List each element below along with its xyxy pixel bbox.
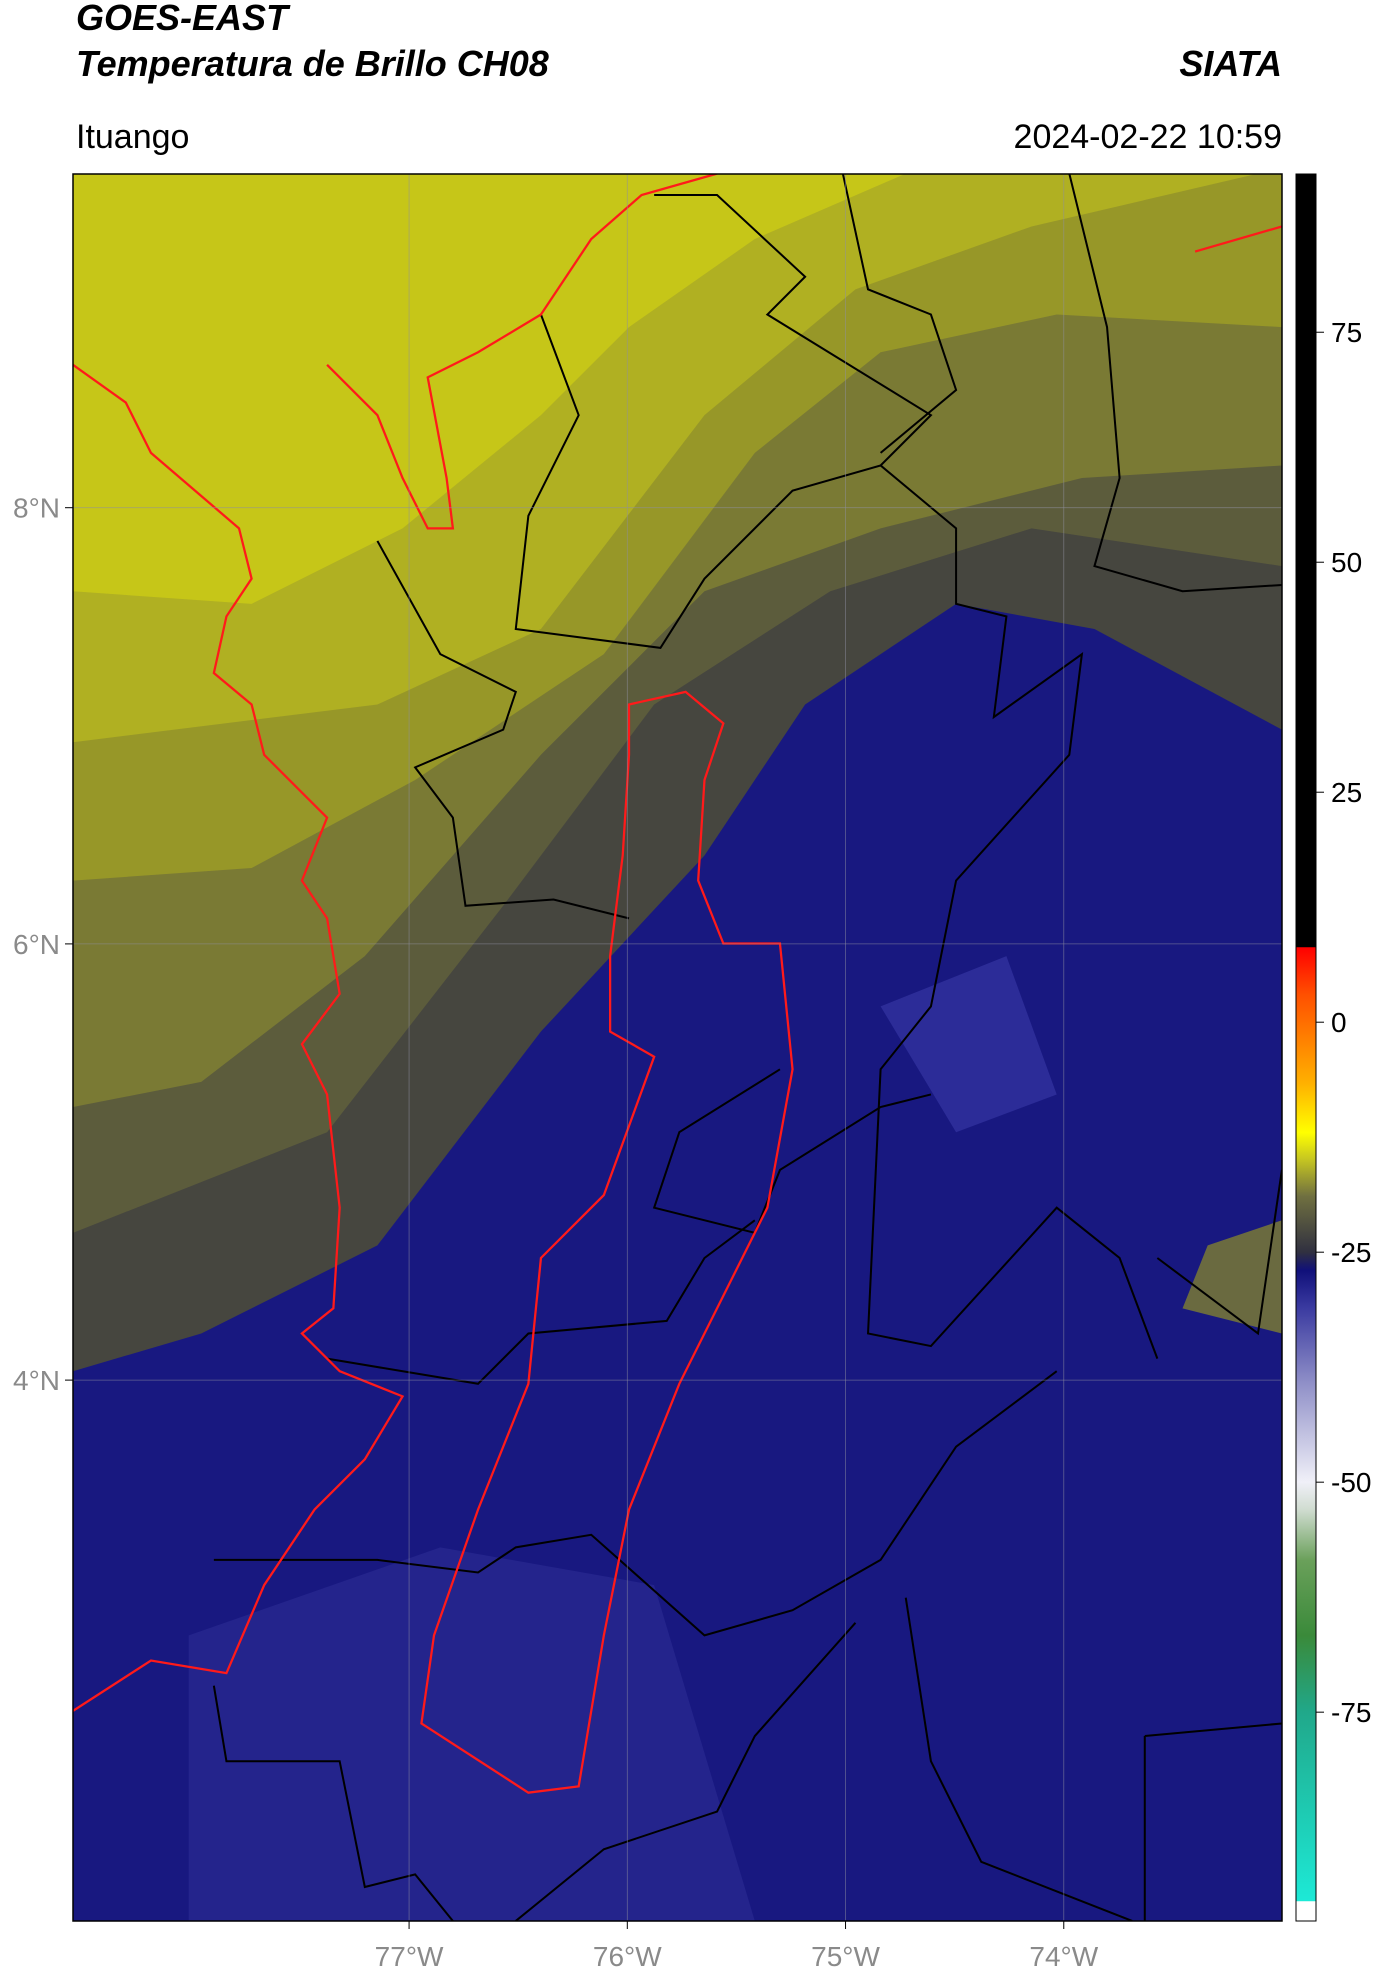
y-tick-label: 4°N — [13, 1365, 60, 1396]
x-tick-label: 76°W — [593, 1941, 662, 1972]
satellite-title: GOES-EAST — [76, 0, 291, 38]
grid — [73, 174, 1282, 1921]
colorbar-tick-label: 25 — [1331, 777, 1362, 808]
product-title: Temperatura de Brillo CH08 — [76, 43, 549, 84]
coastline — [73, 363, 405, 1712]
datetime: 2024-02-22 10:59 — [1014, 118, 1282, 156]
boundary — [212, 1685, 454, 1921]
boundary — [1156, 1169, 1282, 1336]
colorbar-tick-label: -25 — [1331, 1237, 1371, 1268]
coastline — [326, 174, 718, 530]
boundary — [1068, 174, 1282, 593]
boundary — [514, 193, 933, 649]
boundary — [841, 174, 958, 454]
map-frame — [72, 173, 1283, 1922]
region-outline — [420, 690, 794, 1794]
y-tick-label: 8°N — [13, 493, 60, 524]
red-boundaries — [73, 174, 1282, 1794]
region: Ituango — [76, 118, 189, 156]
x-tick-label: 77°W — [375, 1941, 444, 1972]
colorbar-tick-label: 50 — [1331, 547, 1362, 578]
colorbar-tick-label: 0 — [1331, 1007, 1347, 1038]
colorbar-tick-label: -75 — [1331, 1697, 1371, 1728]
x-tick-label: 75°W — [811, 1941, 880, 1972]
y-tick-label: 6°N — [13, 929, 60, 960]
coastline — [1194, 225, 1282, 253]
field-light-navy — [188, 1547, 755, 1921]
boundary — [1143, 1722, 1282, 1921]
boundary — [515, 1622, 857, 1921]
boundaries — [212, 174, 1282, 1921]
colorbar-tick-label: 75 — [1331, 317, 1362, 348]
map-field — [73, 174, 1282, 1921]
colorbar — [1295, 173, 1317, 1922]
field-light-navy — [880, 956, 1057, 1133]
field-yellow — [73, 174, 905, 604]
boundary — [213, 1370, 1058, 1637]
boundary — [326, 1219, 756, 1385]
axes: 77°W 76°W 75°W 74°W 8°N 6°N 4°N 75 50 25 0 -25 -50 -7… — [13, 317, 1371, 1972]
boundary — [376, 540, 630, 920]
colorbar-tick-label: -50 — [1331, 1467, 1371, 1498]
boundary — [866, 464, 1159, 1359]
agency: SIATA — [1179, 43, 1282, 84]
boundary — [904, 1597, 1133, 1921]
x-tick-label: 74°W — [1029, 1941, 1098, 1972]
field-patch — [1182, 1220, 1282, 1334]
